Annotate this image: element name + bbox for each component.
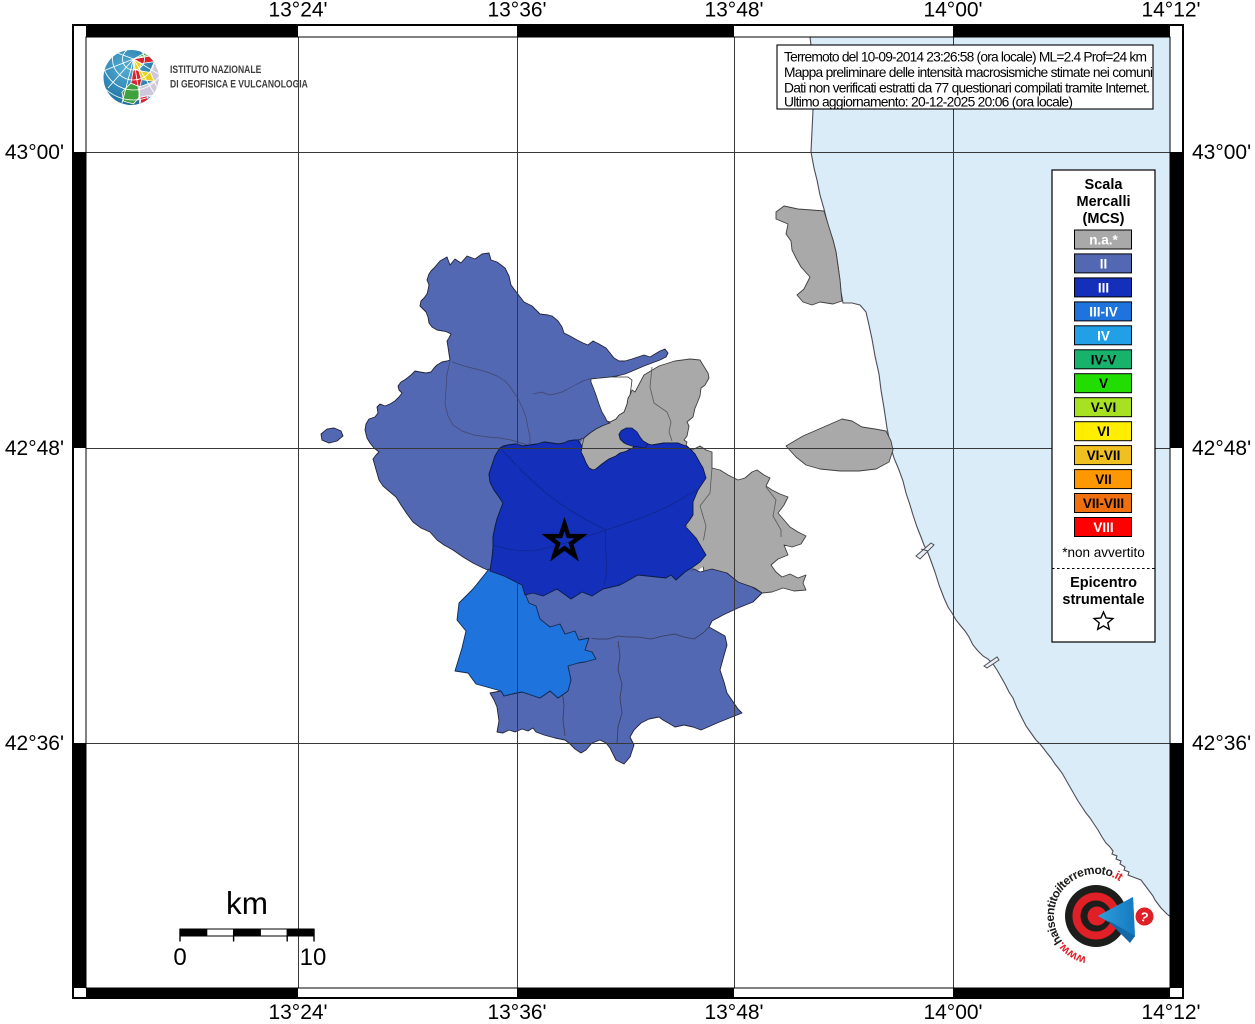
svg-text:0: 0 — [173, 944, 186, 971]
svg-text:strumentale: strumentale — [1062, 592, 1144, 608]
svg-text:VIII: VIII — [1093, 520, 1113, 535]
svg-text:43°00': 43°00' — [5, 141, 64, 164]
svg-text:13°24': 13°24' — [268, 0, 327, 22]
svg-text:14°00': 14°00' — [923, 1001, 982, 1024]
svg-text:Mercalli: Mercalli — [1077, 194, 1131, 210]
svg-text:Dati non verificati estratti d: Dati non verificati estratti da 77 quest… — [784, 81, 1150, 96]
svg-text:42°48': 42°48' — [5, 437, 64, 460]
svg-text:42°36': 42°36' — [1192, 732, 1251, 755]
svg-text:Mappa preliminare delle intens: Mappa preliminare delle intensità macros… — [784, 65, 1153, 80]
svg-text:14°12': 14°12' — [1141, 0, 1200, 22]
svg-text:III: III — [1098, 280, 1109, 295]
svg-text:?: ? — [1139, 909, 1150, 925]
svg-text:42°48': 42°48' — [1192, 437, 1251, 460]
svg-text:II: II — [1100, 256, 1108, 271]
svg-text:Terremoto del 10-09-2014 23:26: Terremoto del 10-09-2014 23:26:58 (ora l… — [784, 50, 1147, 65]
svg-text:III-IV: III-IV — [1089, 304, 1118, 319]
svg-text:km: km — [226, 885, 268, 921]
svg-text:Ultimo aggiornamento: 20-12-20: Ultimo aggiornamento: 20-12-2025 20:06 (… — [784, 95, 1073, 110]
svg-text:14°00': 14°00' — [923, 0, 982, 22]
svg-text:14°12': 14°12' — [1141, 1001, 1200, 1024]
svg-text:13°36': 13°36' — [487, 0, 546, 22]
svg-text:V-VI: V-VI — [1091, 400, 1117, 415]
svg-text:13°48': 13°48' — [704, 0, 763, 22]
svg-text:13°36': 13°36' — [487, 1001, 546, 1024]
svg-text:13°24': 13°24' — [268, 1001, 327, 1024]
svg-text:VI: VI — [1097, 424, 1110, 439]
svg-text:IV: IV — [1097, 328, 1110, 343]
svg-text:43°00': 43°00' — [1192, 141, 1251, 164]
svg-text:Epicentro: Epicentro — [1070, 575, 1137, 591]
svg-text:DI GEOFISICA E VULCANOLOGIA: DI GEOFISICA E VULCANOLOGIA — [170, 78, 308, 90]
svg-text:VII-VIII: VII-VIII — [1083, 496, 1124, 511]
svg-text:VII: VII — [1095, 472, 1112, 487]
svg-text:ISTITUTO NAZIONALE: ISTITUTO NAZIONALE — [170, 64, 262, 76]
svg-text:13°48': 13°48' — [704, 1001, 763, 1024]
svg-text:n.a.*: n.a.* — [1089, 233, 1118, 248]
svg-text:10: 10 — [300, 944, 327, 971]
svg-text:IV-V: IV-V — [1091, 352, 1117, 367]
svg-text:VI-VII: VI-VII — [1087, 448, 1121, 463]
svg-text:Scala: Scala — [1085, 177, 1124, 193]
svg-text:V: V — [1099, 376, 1108, 391]
svg-text:(MCS): (MCS) — [1083, 211, 1125, 227]
svg-text:42°36': 42°36' — [5, 732, 64, 755]
svg-text:*non avvertito: *non avvertito — [1062, 545, 1145, 560]
